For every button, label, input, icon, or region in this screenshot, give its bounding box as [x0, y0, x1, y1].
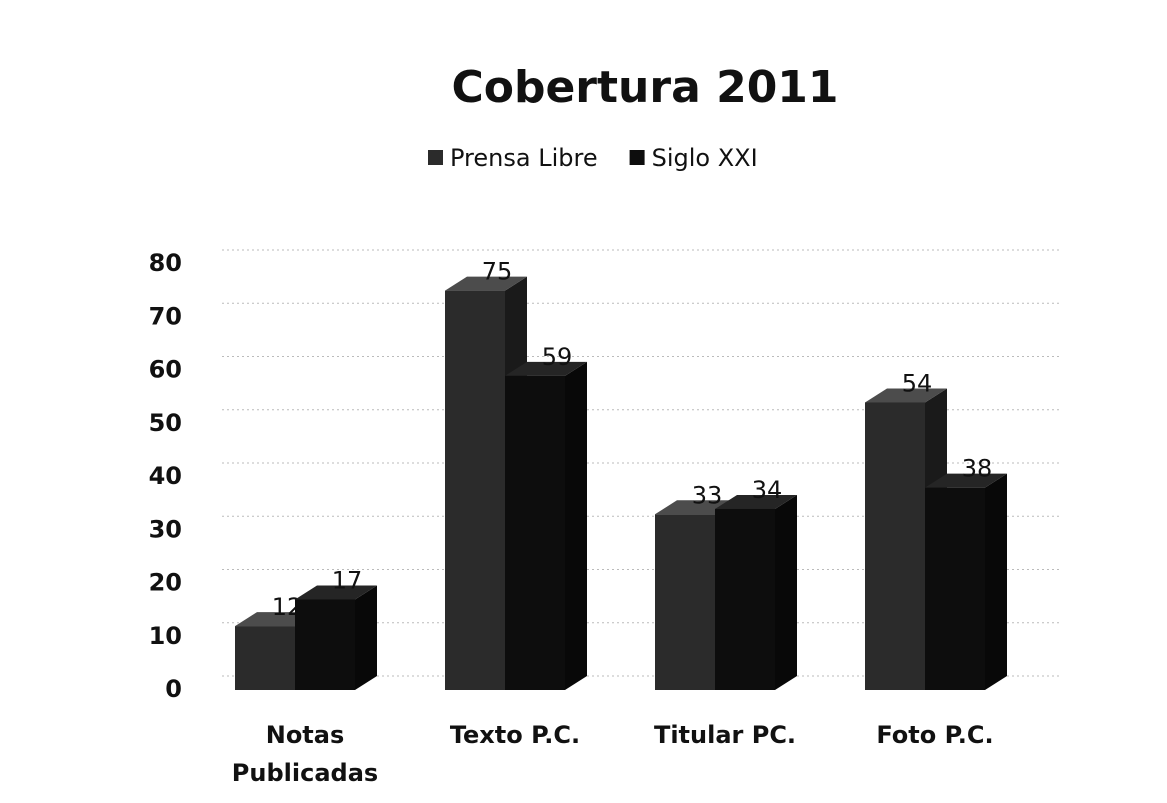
bar	[865, 402, 925, 690]
x-tick-label: Notas Publicadas	[231, 721, 379, 787]
legend-swatch	[428, 150, 443, 165]
bar	[925, 487, 985, 690]
y-tick-label: 80	[149, 249, 182, 277]
x-tick-label: Texto P.C.	[449, 721, 581, 749]
bar-top	[925, 473, 1007, 488]
y-tick-label: 10	[149, 622, 182, 650]
data-label: 59	[542, 343, 573, 371]
data-label: 17	[332, 566, 363, 594]
y-tick-label: 60	[149, 356, 182, 384]
bar	[235, 626, 295, 690]
bar-side	[985, 473, 1007, 690]
bar-top	[445, 276, 527, 291]
y-tick-label: 50	[149, 409, 182, 437]
y-tick-label: 20	[149, 569, 182, 597]
bar-side	[775, 494, 797, 690]
bar-top	[295, 585, 377, 600]
y-tick-label: 40	[149, 462, 182, 490]
bar-side	[565, 361, 587, 690]
bar	[655, 514, 715, 690]
data-label: 38	[962, 455, 993, 483]
y-tick-label: 70	[149, 302, 182, 330]
bar	[445, 290, 505, 690]
legend-label: Siglo XXI	[652, 144, 758, 172]
legend-swatch	[629, 150, 645, 165]
y-tick-label: 0	[165, 675, 182, 703]
bar-top	[865, 388, 947, 403]
x-tick-label: Titular PC.	[653, 721, 797, 749]
chart-title: Cobertura 2011	[451, 62, 838, 113]
y-tick-label: 30	[149, 515, 182, 543]
data-label: 34	[752, 476, 783, 504]
bar-top	[505, 361, 587, 376]
x-tick-label: Foto P.C.	[876, 721, 994, 749]
data-label: 33	[692, 481, 723, 509]
bar	[715, 508, 775, 690]
legend-label: Prensa Libre	[450, 144, 598, 172]
bar	[295, 599, 355, 690]
data-label: 54	[902, 369, 933, 397]
bar-side	[355, 585, 377, 690]
bar-top	[715, 494, 797, 509]
data-label: 75	[482, 258, 513, 286]
bar	[505, 375, 565, 690]
